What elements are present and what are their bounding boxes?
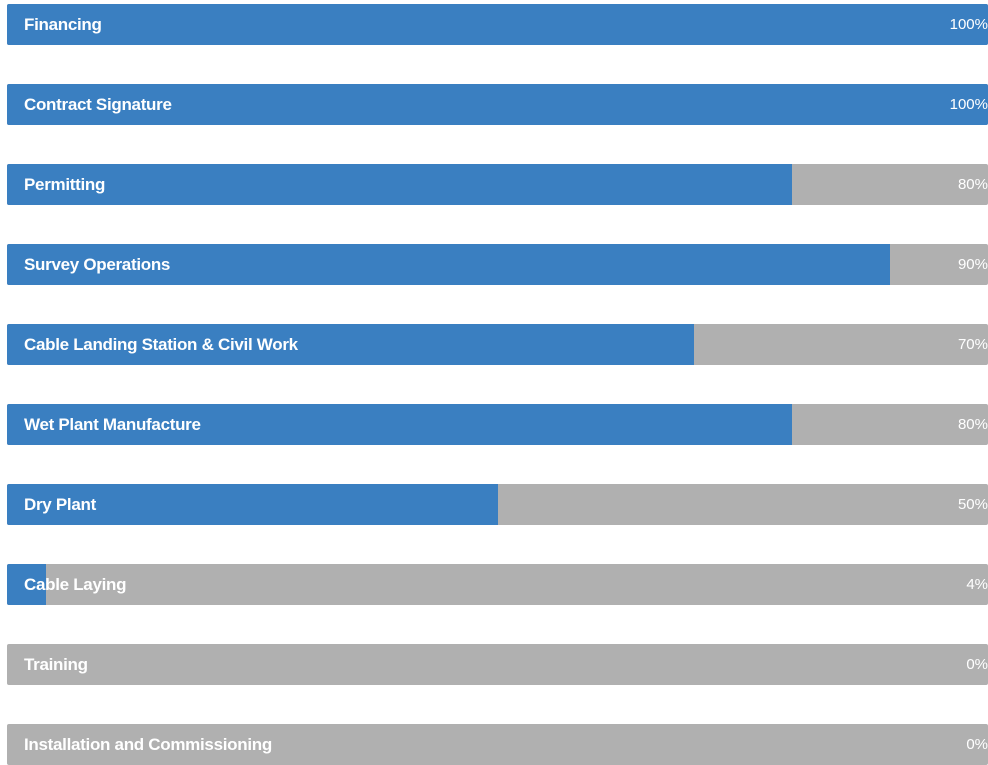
progress-fill <box>7 84 988 125</box>
progress-bar-contract-signature: Contract Signature 100% <box>7 84 988 125</box>
progress-bar-survey-operations: Survey Operations 90% <box>7 244 988 285</box>
progress-percent: 0% <box>966 736 988 753</box>
progress-fill <box>7 244 890 285</box>
progress-percent: 100% <box>949 96 988 113</box>
progress-label: Permitting <box>24 175 106 194</box>
progress-bar-permitting: Permitting 80% <box>7 164 988 205</box>
progress-label: Survey Operations <box>24 255 171 274</box>
progress-label: Financing <box>24 15 102 34</box>
progress-bar-installation-commissioning: Installation and Commissioning 0% <box>7 724 988 765</box>
progress-bar-financing: Financing 100% <box>7 4 988 45</box>
progress-bar-cable-landing-station: Cable Landing Station & Civil Work 70% <box>7 324 988 365</box>
progress-percent: 80% <box>957 416 988 433</box>
progress-list: Financing 100% Contract Signature 100% P… <box>7 4 988 765</box>
progress-bar-cable-laying: Cable Laying 4% <box>7 564 988 605</box>
progress-fill <box>7 484 498 525</box>
progress-percent: 100% <box>949 16 988 33</box>
progress-label: Dry Plant <box>24 495 96 514</box>
progress-label: Cable Landing Station & Civil Work <box>24 335 298 354</box>
progress-percent: 50% <box>957 496 988 513</box>
progress-label: Training <box>24 655 88 674</box>
progress-bar-dry-plant: Dry Plant 50% <box>7 484 988 525</box>
progress-fill <box>7 404 792 445</box>
progress-fill <box>7 164 792 205</box>
progress-label: Contract Signature <box>24 95 172 114</box>
progress-percent: 90% <box>957 256 988 273</box>
progress-percent: 70% <box>957 336 988 353</box>
progress-label: Cable Laying <box>24 575 127 594</box>
progress-label: Installation and Commissioning <box>24 735 272 754</box>
progress-bar-training: Training 0% <box>7 644 988 685</box>
progress-percent: 80% <box>957 176 988 193</box>
progress-label: Wet Plant Manufacture <box>24 415 201 434</box>
progress-bar-wet-plant-manufacture: Wet Plant Manufacture 80% <box>7 404 988 445</box>
progress-percent: 0% <box>966 656 988 673</box>
progress-fill <box>7 4 988 45</box>
progress-fill <box>7 324 694 365</box>
progress-percent: 4% <box>966 576 988 593</box>
progress-fill <box>7 564 47 605</box>
